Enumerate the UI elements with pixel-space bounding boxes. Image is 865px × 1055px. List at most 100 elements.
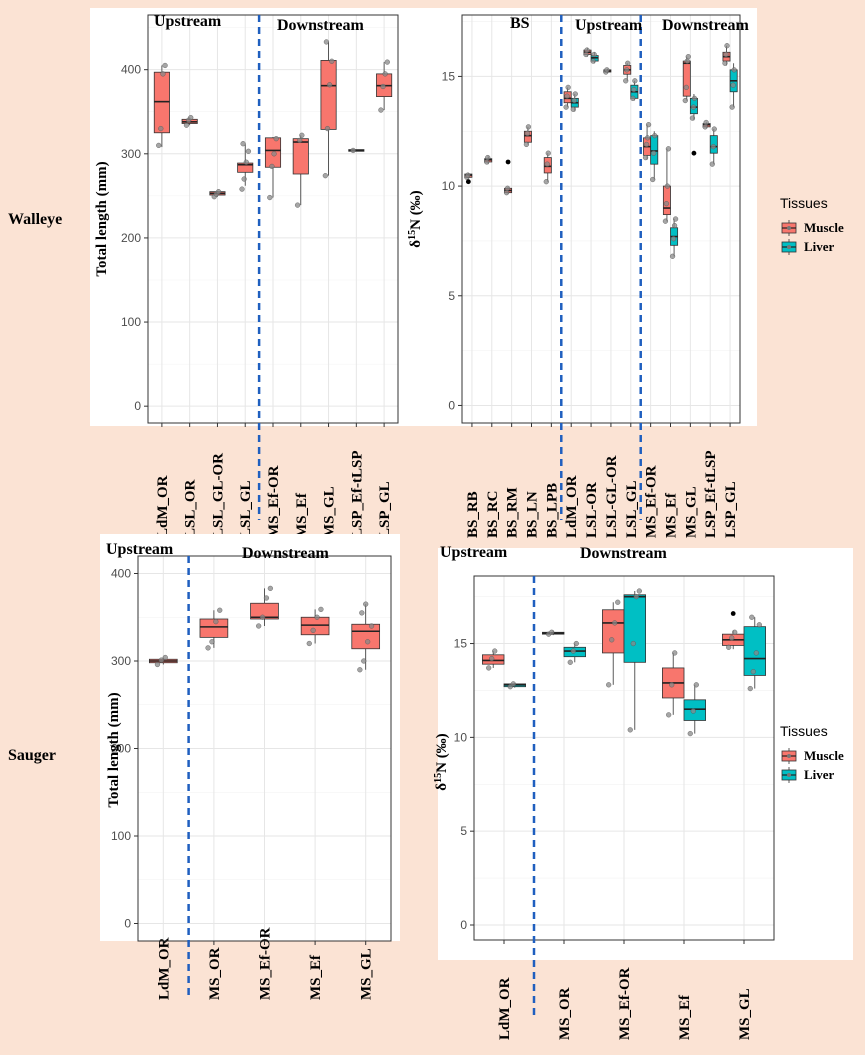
box-muscle-LSL_GL: [623, 60, 632, 84]
data-point: [486, 665, 492, 671]
y-tick-label: 200: [111, 742, 131, 756]
legend-label-liver: Liver: [804, 239, 835, 254]
y-tick-label: 200: [121, 231, 141, 245]
box-liver-LdM_OR: [503, 681, 527, 690]
x-tick-label: LSL_GL: [238, 480, 254, 538]
data-point: [750, 669, 756, 675]
box-muscle-BS_RB: [464, 172, 473, 185]
data-point: [350, 147, 356, 154]
box-iqr: [602, 609, 625, 654]
data-point: [489, 655, 495, 662]
data-point: [243, 159, 249, 165]
data-point: [504, 185, 511, 191]
data-point: [631, 86, 637, 93]
x-tick-label: LSL_GL: [624, 480, 640, 538]
y-tick-label: 0: [124, 917, 131, 931]
data-point: [662, 218, 669, 224]
plot-border: [147, 14, 399, 424]
box-iqr: [250, 602, 279, 620]
data-point: [609, 637, 615, 643]
box-iqr: [199, 618, 229, 638]
x-tick-label: LSP_Ef-tLSP: [703, 450, 719, 538]
box-muscle-LSP_GL: [376, 59, 393, 113]
data-point: [273, 136, 279, 142]
box-muscle-BS_RC: [484, 154, 493, 165]
data-point: [583, 51, 589, 58]
data-point: [323, 39, 330, 45]
data-point: [753, 650, 759, 656]
box-iqr: [650, 135, 659, 165]
region-label-upstream: Upstream: [440, 544, 508, 561]
data-point: [682, 97, 688, 104]
data-point: [702, 124, 708, 130]
data-point: [564, 93, 570, 99]
data-point: [158, 125, 164, 132]
x-tick-label: MS_GL: [683, 486, 699, 538]
data-point: [652, 133, 658, 139]
data-point: [665, 146, 672, 152]
data-point: [160, 71, 166, 77]
box-muscle-MS_Ef: [292, 132, 309, 208]
box-muscle-BS_RM: [503, 159, 513, 196]
box-muscle-MS_Ef-OR: [602, 599, 625, 688]
y-tick-label: 0: [460, 918, 467, 932]
data-point: [684, 58, 690, 64]
box-muscle-LSL_GL: [237, 141, 254, 192]
data-point: [239, 186, 245, 192]
data-point: [627, 727, 633, 733]
legend-key-point: [787, 754, 791, 758]
data-point: [570, 648, 576, 654]
x-tick-label: MS_Ef-OR: [266, 465, 282, 538]
box-muscle-MS_Ef-OR: [642, 122, 652, 161]
plot-border: [137, 555, 392, 942]
data-point: [615, 599, 621, 605]
box-liver-LSL-OR: [590, 51, 599, 64]
data-point: [671, 222, 678, 229]
data-point: [271, 151, 277, 157]
x-tick-label: MS_Ef-OR: [258, 927, 274, 1000]
x-tick-label: LdM_OR: [156, 937, 172, 1000]
data-point: [156, 142, 162, 148]
box-liver-LSP_GL: [729, 63, 738, 110]
data-point: [591, 51, 597, 58]
box-iqr: [320, 60, 337, 130]
x-tick-label: LSP_GL: [723, 481, 739, 538]
plot-border: [473, 575, 775, 941]
data-point: [378, 107, 384, 113]
x-tick-label: MS_GL: [359, 948, 375, 1000]
data-point: [703, 119, 709, 126]
legend: Tissues Muscle Liver: [780, 723, 844, 783]
outlier-point: [505, 159, 511, 165]
data-point: [645, 122, 652, 128]
data-point: [380, 83, 386, 90]
data-point: [729, 104, 735, 110]
data-point: [672, 216, 679, 222]
data-point: [672, 650, 678, 656]
box-liver-MS_GL: [743, 614, 767, 692]
data-point: [485, 154, 491, 161]
box-liver-LSP_Ef-tLSP: [709, 126, 718, 167]
data-point: [642, 154, 649, 161]
box-liver-MS_OR: [563, 640, 587, 665]
data-point: [624, 67, 630, 73]
box-muscle-LdM_OR: [153, 62, 170, 148]
y-tick-label: 400: [111, 567, 131, 581]
data-point: [158, 657, 164, 663]
x-tick-label: LSL-OR: [584, 482, 600, 538]
data-point: [604, 67, 610, 73]
region-label-bs: BS: [510, 15, 530, 32]
y-tick-label: 15: [442, 69, 456, 83]
data-point: [267, 194, 273, 201]
box-iqr: [623, 594, 647, 663]
box-muscle-LdM_OR: [563, 84, 572, 110]
box-muscle-MS_OR: [199, 607, 229, 651]
y-axis-label: δ15N (‰): [407, 190, 424, 247]
data-point: [690, 104, 697, 110]
data-point: [361, 658, 367, 664]
legend-label-muscle: Muscle: [804, 220, 844, 235]
legend-title: Tissues: [780, 195, 828, 211]
box-muscle-MS_Ef-OR: [250, 585, 279, 629]
box-liver-MS_GL: [689, 93, 698, 156]
data-point: [632, 78, 638, 84]
x-tick-label: LSP_Ef-tLSP: [349, 450, 365, 538]
